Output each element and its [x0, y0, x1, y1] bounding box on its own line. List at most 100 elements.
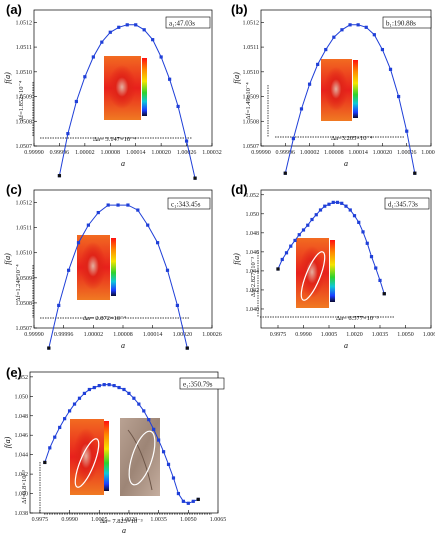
x-tick-label: 1.00026	[202, 332, 222, 338]
time-label-box	[384, 197, 430, 210]
time-label: c₁:343.45s	[171, 201, 201, 209]
y-tick-label: 1.044	[15, 453, 29, 459]
x-tick-label: 1.00002	[300, 150, 320, 156]
data-point	[100, 40, 104, 44]
data-point	[166, 462, 171, 466]
x-tick-label: 1.0005	[91, 517, 108, 523]
data-point	[146, 223, 150, 227]
x-tick-label: 0.99990	[251, 150, 271, 156]
time-label-box	[165, 16, 211, 29]
plot-frame	[260, 189, 432, 329]
y-axis-label: f(a)	[3, 436, 12, 448]
data-point	[348, 23, 352, 27]
thermal-image-inset	[321, 59, 358, 121]
y-tick-label: 1.0510	[243, 70, 260, 76]
delta-f-annotation: Δf=1.49×10⁻⁴	[245, 82, 252, 120]
data-point	[280, 257, 284, 262]
panel-d: (d) 0.9975 0.9990 1.0005 1.0020 1.0035 1.0050…	[231, 182, 435, 350]
data-point	[327, 202, 331, 206]
data-point	[340, 28, 344, 32]
x-tick-label: 1.0050	[397, 332, 414, 338]
panel-a: (a) 0.99990 0.99996 1.00002 1.00008 1.00014 1…	[3, 2, 222, 180]
data-point	[67, 268, 71, 272]
time-label-box	[179, 377, 225, 390]
thermal-image-inset	[104, 56, 147, 120]
time-label: e₁:350.79s	[183, 381, 213, 389]
x-axis-label: a	[344, 341, 348, 350]
x-tick-label: 0.99996	[54, 332, 74, 338]
data-point	[142, 28, 146, 32]
y-tick-label: 1.0509	[16, 95, 33, 101]
data-point	[63, 417, 67, 421]
data-point	[142, 409, 146, 413]
x-tick-label: 1.00008	[324, 150, 344, 156]
data-point	[147, 418, 151, 422]
x-tick-label: 0.99996	[50, 150, 70, 156]
color-scale-bar	[142, 58, 147, 116]
data-point	[374, 266, 378, 270]
data-point	[67, 409, 72, 413]
data-point	[405, 129, 409, 133]
endpoint-marker	[193, 176, 197, 180]
x-tick-label: 0.9990	[61, 517, 78, 523]
y-tick-label: 1.048	[246, 231, 260, 237]
data-point	[126, 203, 130, 207]
delta-a-annotation: Δa= 7.823×10⁻³	[100, 518, 143, 525]
y-tick-label: 1.0511	[16, 226, 32, 232]
x-tick-label: 1.00020	[151, 150, 171, 156]
data-point	[72, 402, 77, 406]
color-scale-bar	[353, 60, 358, 118]
panel-label: (c)	[6, 182, 22, 197]
x-tick-label: 1.00014	[348, 150, 368, 156]
panel-label: (d)	[231, 182, 248, 197]
y-tick-label: 1.042	[15, 472, 29, 478]
x-tick-label: 0.9975	[270, 332, 287, 338]
y-axis-label: f(a)	[232, 72, 241, 84]
data-point	[87, 387, 91, 392]
y-tick-label: 1.0510	[16, 251, 33, 257]
data-point	[134, 23, 138, 27]
data-point	[318, 208, 323, 212]
data-point	[116, 203, 120, 207]
data-point	[331, 200, 335, 204]
data-point	[380, 47, 385, 52]
data-point	[176, 104, 180, 109]
x-axis-label: a	[344, 159, 348, 168]
data-point	[82, 391, 87, 395]
panel-e: (e) 0.9975 0.9990 1.0005 1.0020 1.0035 1.0050…	[3, 365, 226, 535]
data-point	[397, 94, 401, 99]
x-tick-label: 1.0020	[346, 332, 363, 338]
y-tick-label: 1.040	[246, 307, 260, 313]
time-label-box	[382, 16, 432, 29]
y-tick-label: 1.0508	[243, 119, 260, 125]
data-point	[168, 77, 172, 81]
line-plot: 0.99990 0.99996 1.00002 1.00008 1.00014 1.000…	[3, 9, 222, 180]
endpoint-marker	[382, 292, 386, 296]
data-point	[57, 303, 61, 308]
data-point	[102, 383, 106, 387]
data-point	[181, 499, 185, 503]
y-tick-label: 1.046	[246, 250, 260, 256]
delta-a-annotation: Δa= 6.577×10⁻³	[336, 315, 379, 322]
color-scale-bar	[104, 421, 109, 491]
data-point	[125, 23, 129, 27]
series-line	[48, 204, 188, 349]
x-tick-label: 0.9990	[295, 332, 312, 338]
data-point	[96, 210, 100, 215]
data-point	[97, 384, 101, 388]
data-point	[127, 391, 131, 395]
panel-b: (b) 0.99990 0.99996 1.00002 1.00008 1.00014 1…	[231, 2, 435, 175]
x-tick-label: 0.99990	[24, 332, 44, 338]
data-point	[372, 33, 376, 37]
data-point	[117, 385, 121, 390]
x-tick-label: 1.0035	[150, 517, 167, 523]
endpoint-marker	[185, 346, 189, 350]
color-scale-bar	[111, 238, 116, 296]
delta-a-annotation: Δa= 2.872×10⁻⁴	[83, 315, 127, 322]
delta-f-annotation: Δf=2.827×10⁻³	[250, 257, 257, 297]
delta-a-annotation: Δa=3.205×10⁻⁴	[331, 135, 373, 142]
data-point	[340, 201, 344, 205]
delta-a-annotation: Δa= 3.147×10⁻⁴	[93, 136, 137, 143]
data-point	[184, 139, 189, 143]
data-point	[157, 438, 161, 442]
